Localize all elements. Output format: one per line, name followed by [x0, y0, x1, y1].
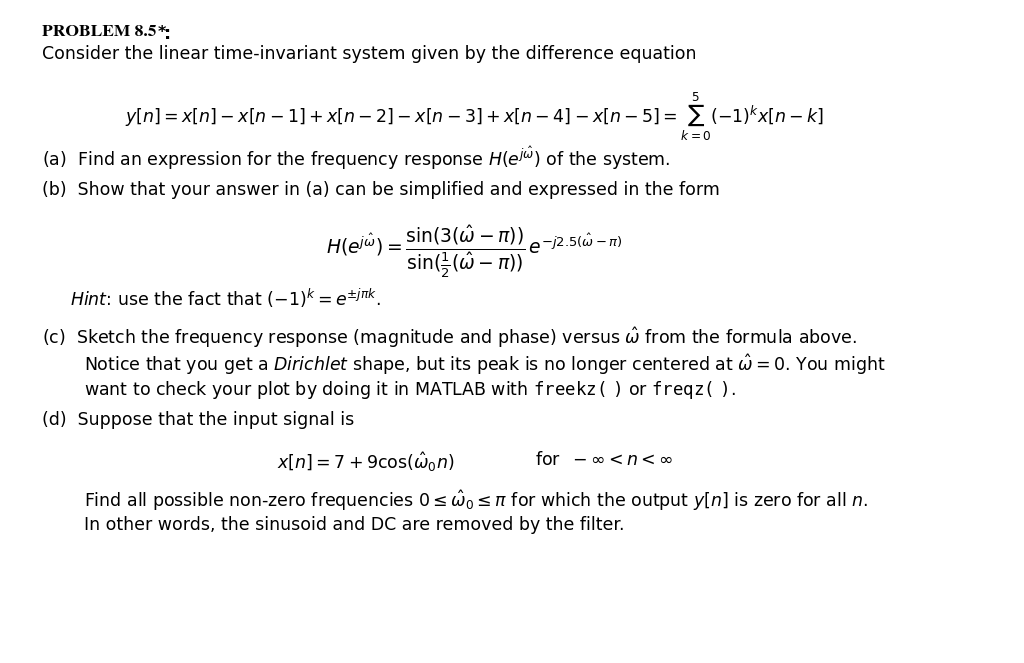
Text: In other words, the sinusoid and DC are removed by the filter.: In other words, the sinusoid and DC are … [84, 516, 625, 534]
Text: $H(e^{j\hat{\omega}}) = \dfrac{\sin(3(\hat{\omega} - \pi))}{\sin(\frac{1}{2}(\ha: $H(e^{j\hat{\omega}}) = \dfrac{\sin(3(\h… [326, 223, 623, 280]
Text: (a)  Find an expression for the frequency response $H(e^{j\hat{\omega}})$ of the: (a) Find an expression for the frequency… [42, 145, 671, 172]
Text: :: : [164, 25, 171, 43]
Text: PROBLEM 8.5: PROBLEM 8.5 [42, 25, 157, 39]
Text: $y[n] = x[n] - x[n-1] + x[n-2] - x[n-3] + x[n-4] - x[n-5] = \sum_{k=0}^{5}(-1)^k: $y[n] = x[n] - x[n-1] + x[n-2] - x[n-3] … [125, 91, 823, 143]
Text: Consider the linear time-invariant system given by the difference equation: Consider the linear time-invariant syste… [42, 45, 696, 63]
Text: Notice that you get a $\mathit{Dirichlet}$ shape, but its peak is no longer cent: Notice that you get a $\mathit{Dirichlet… [84, 353, 886, 377]
Text: (d)  Suppose that the input signal is: (d) Suppose that the input signal is [42, 411, 354, 430]
Text: *: * [158, 25, 166, 40]
Text: (c)  Sketch the frequency response (magnitude and phase) versus $\hat{\omega}$ f: (c) Sketch the frequency response (magni… [42, 325, 857, 349]
Text: for $\;-\infty < n < \infty$: for $\;-\infty < n < \infty$ [536, 451, 674, 469]
Text: $\it{Hint}$: use the fact that $(-1)^k = e^{\pm j\pi k}$.: $\it{Hint}$: use the fact that $(-1)^k =… [70, 287, 381, 310]
Text: (b)  Show that your answer in (a) can be simplified and expressed in the form: (b) Show that your answer in (a) can be … [42, 181, 720, 199]
Text: $x[n] = 7 + 9\cos(\hat{\omega}_0 n)$: $x[n] = 7 + 9\cos(\hat{\omega}_0 n)$ [278, 451, 455, 474]
Text: Find all possible non-zero frequencies $0 \leq \hat{\omega}_0 \leq \pi$ for whic: Find all possible non-zero frequencies $… [84, 489, 868, 513]
Text: want to check your plot by doing it in M$\mathrm{ATLAB}$ with $\mathtt{freekz(\ : want to check your plot by doing it in M… [84, 379, 736, 400]
